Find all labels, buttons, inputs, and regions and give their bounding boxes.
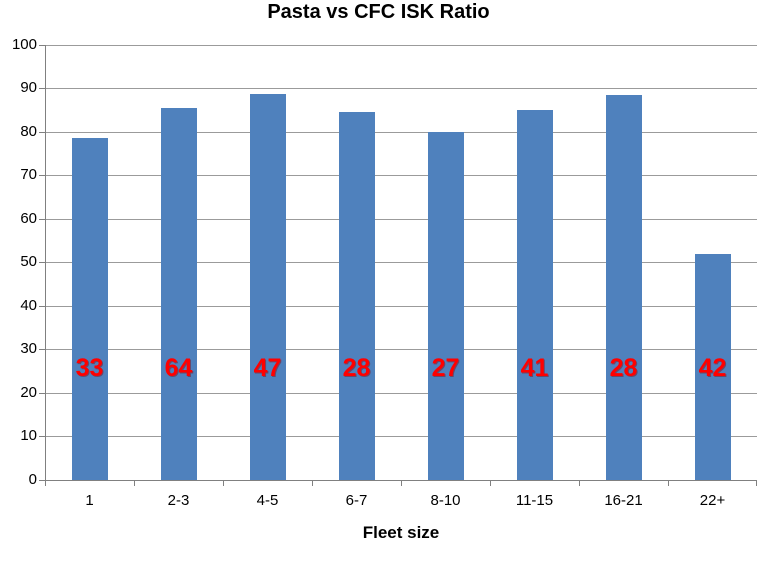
bar [160, 107, 197, 480]
y-axis-tick [39, 480, 45, 481]
x-axis-tick [668, 480, 669, 486]
y-axis-tick [39, 392, 45, 394]
gridline [45, 218, 757, 220]
x-axis-tick [45, 480, 46, 486]
y-tick-label: 70 [20, 166, 37, 184]
y-axis-line [45, 44, 46, 486]
x-tick-label: 8-10 [430, 492, 461, 509]
y-axis-tick [39, 349, 45, 351]
x-tick-label: 6-7 [345, 492, 368, 509]
x-axis-tick [134, 480, 135, 486]
bar-value-label: 33 [75, 354, 104, 382]
y-tick-label: 20 [20, 383, 37, 401]
chart-title: Pasta vs CFC ISK Ratio [267, 1, 490, 23]
y-tick-label: 60 [20, 209, 37, 227]
x-axis-tick [312, 480, 313, 486]
gridline [45, 44, 757, 46]
gridline [45, 305, 757, 307]
y-tick-label: 90 [20, 79, 37, 97]
gridline [45, 262, 757, 264]
y-axis-tick [39, 88, 45, 90]
gridline [45, 392, 757, 394]
bar-value-label: 64 [164, 354, 193, 382]
y-axis-tick [39, 218, 45, 220]
bar-value-label: 47 [253, 354, 282, 382]
bar-value-label: 42 [698, 354, 727, 382]
bar [427, 131, 464, 480]
y-tick-label: 80 [20, 122, 37, 140]
x-tick-label: 2-3 [167, 492, 190, 509]
y-axis-tick [39, 44, 45, 46]
bar [694, 254, 731, 480]
bar-value-label: 28 [609, 354, 638, 382]
y-axis-tick [39, 262, 45, 264]
x-axis-tick [401, 480, 402, 486]
x-tick-label: 11-15 [515, 492, 554, 509]
gridline [45, 175, 757, 177]
x-axis-tick [579, 480, 580, 486]
bar [71, 137, 108, 480]
y-tick-label: 50 [20, 253, 37, 271]
bar [249, 93, 286, 480]
gridline [45, 131, 757, 133]
x-tick-label: 4-5 [256, 492, 279, 509]
x-tick-label: 22+ [699, 492, 726, 509]
y-tick-label: 10 [20, 427, 37, 445]
x-tick-label: 16-21 [604, 492, 643, 509]
y-tick-label: 40 [20, 296, 37, 314]
y-tick-label: 0 [28, 471, 37, 488]
gridline [45, 88, 757, 90]
x-axis-tick [490, 480, 491, 486]
y-axis-tick [39, 436, 45, 438]
x-tick-label: 1 [85, 492, 94, 509]
x-axis-title: Fleet size [362, 523, 440, 542]
y-axis-tick [39, 305, 45, 307]
bar-value-label: 27 [431, 354, 460, 382]
bar [338, 112, 375, 480]
x-axis-tick [223, 480, 224, 486]
bar [516, 109, 553, 480]
bar [605, 95, 642, 480]
y-tick-label: 30 [20, 340, 37, 358]
gridline [45, 349, 757, 351]
bar-value-label: 41 [520, 354, 549, 382]
y-axis-tick [39, 175, 45, 177]
y-axis-tick [39, 131, 45, 133]
bar-value-label: 28 [342, 354, 371, 382]
gridline [45, 436, 757, 438]
y-tick-label: 100 [11, 35, 37, 53]
